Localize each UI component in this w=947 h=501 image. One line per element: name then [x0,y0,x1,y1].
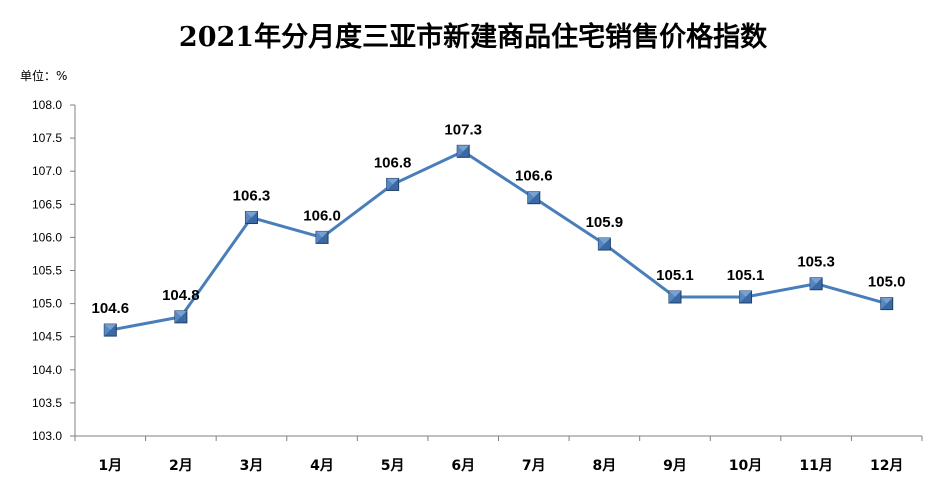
x-tick-label: 7月 [522,458,546,474]
data-label: 104.8 [162,287,200,304]
x-tick-label: 6月 [451,458,475,474]
data-label: 106.0 [303,207,341,224]
data-point-marker [527,191,541,205]
x-tick-label: 3月 [240,458,264,474]
data-label: 106.8 [374,154,412,171]
y-ticks: 103.0 103.5 104.0 104.5 105.0 105.5 106.0 106.5… [32,98,75,443]
data-label: 106.3 [233,188,271,205]
data-point-marker [386,177,400,191]
data-label: 104.6 [92,300,130,317]
x-ticks: 1月 2月 3月 4月 5月 6月 7月 8月 9月 10月 11月 12月 [74,436,923,474]
y-tick-label: 107.0 [32,164,62,178]
y-tick-label: 105.0 [32,297,62,311]
x-tick-label: 4月 [310,458,334,474]
data-point-marker [809,277,823,291]
series-line [110,149,888,332]
x-tick-label: 9月 [663,458,687,474]
data-label: 105.1 [727,267,765,284]
x-tick-label: 5月 [381,458,405,474]
data-point-marker [244,211,258,225]
y-tick-label: 104.0 [32,363,62,377]
y-tick-label: 103.0 [32,429,62,443]
markers [103,144,894,337]
data-point-marker [739,290,753,304]
data-point-marker [315,230,329,244]
data-point-marker [880,297,894,311]
data-label: 107.3 [444,121,482,138]
x-tick-label: 12月 [870,458,903,474]
y-tick-label: 106.5 [32,197,62,211]
data-label: 105.3 [797,254,835,271]
x-tick-label: 2月 [169,458,193,474]
data-point-marker [174,310,188,324]
data-point-marker [456,144,470,158]
data-point-marker [103,323,117,337]
x-tick-label: 8月 [593,458,617,474]
y-tick-label: 107.5 [32,131,62,145]
unit-label: 单位：% [20,68,67,83]
y-tick-label: 108.0 [32,98,62,112]
x-tick-label: 1月 [98,458,122,474]
data-point-marker [597,237,611,251]
x-tick-label: 11月 [799,458,832,474]
data-label: 106.6 [515,168,553,185]
data-point-marker [668,290,682,304]
y-tick-label: 106.0 [32,230,62,244]
y-tick-label: 104.5 [32,330,62,344]
data-label: 105.9 [586,214,624,231]
chart-title: 2021年分月度三亚市新建商品住宅销售价格指数 [179,21,768,53]
x-tick-label: 10月 [729,458,762,474]
data-label: 105.1 [656,267,694,284]
y-tick-label: 103.5 [32,396,62,410]
data-labels: 104.6 104.8 106.3 106.0 106.8 107.3 106.6 105.9… [92,121,906,317]
y-tick-label: 105.5 [32,264,62,278]
data-label: 105.0 [868,274,906,291]
